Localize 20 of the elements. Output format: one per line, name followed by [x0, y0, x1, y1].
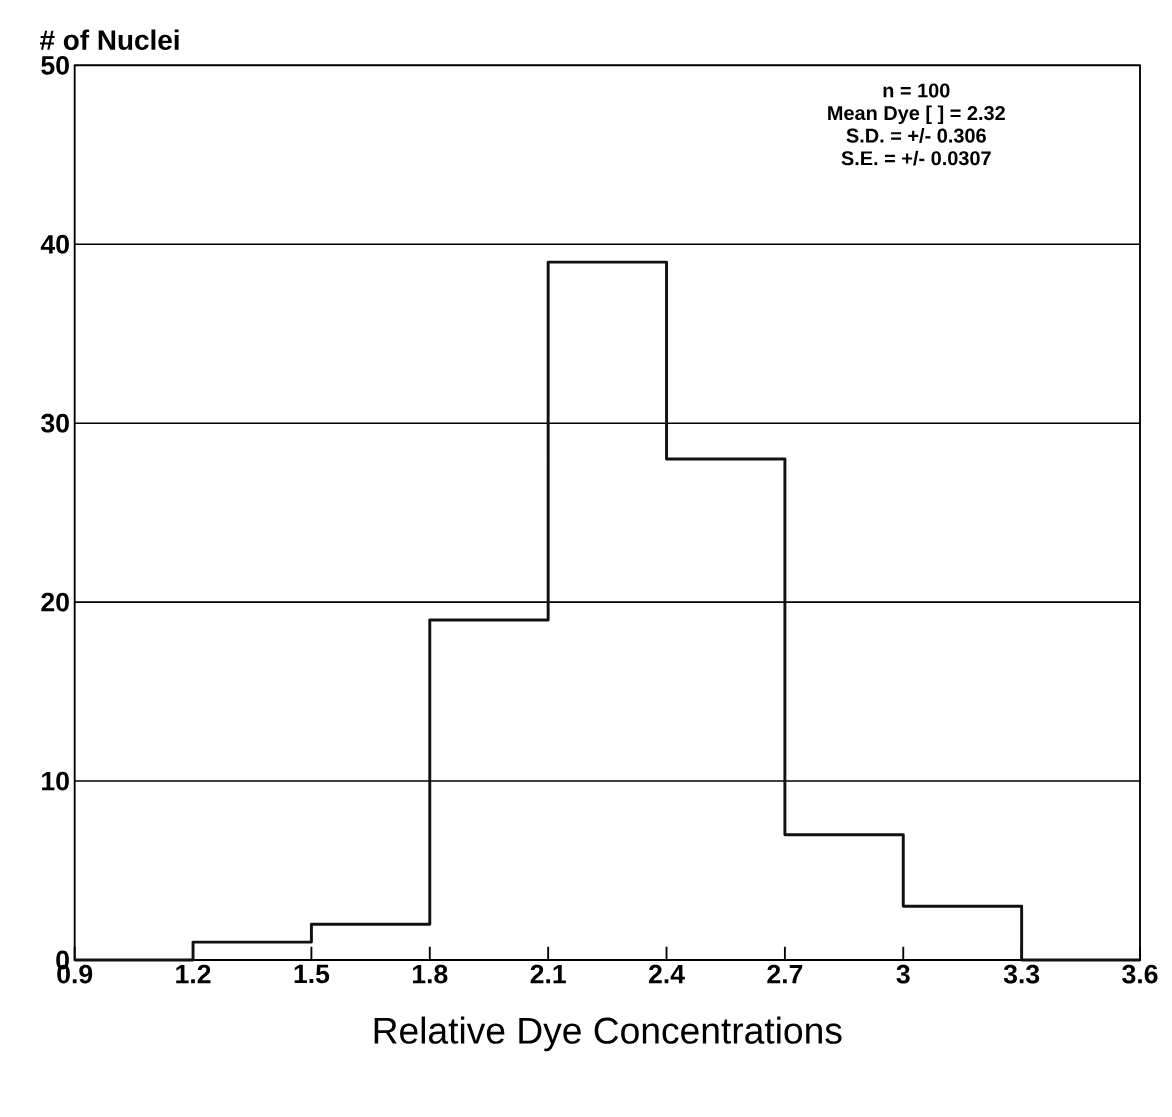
- y-tick-label: 30: [41, 413, 69, 433]
- annotation: S.E. = +/- 0.0307: [841, 150, 991, 166]
- annotation: S.D. = +/- 0.306: [846, 127, 986, 143]
- x-tick-label: 3: [896, 964, 910, 984]
- x-tick-label: 1.8: [412, 964, 448, 984]
- y-tick-label: 40: [40, 234, 69, 254]
- x-tick-label: 1.5: [294, 964, 330, 984]
- y-axis-title: # of Nuclei: [39, 29, 179, 50]
- x-tick-label: 2.1: [530, 964, 566, 984]
- y-tick-label: 50: [41, 55, 69, 75]
- y-tick-label: 10: [42, 771, 69, 791]
- x-tick-label: 1.2: [176, 964, 211, 984]
- y-tick-label: 20: [41, 592, 69, 612]
- x-tick-label: 3.3: [1003, 964, 1040, 984]
- x-tick-label: 2.4: [648, 964, 685, 984]
- annotation: n = 100: [883, 83, 950, 98]
- annotation: Mean Dye [ ] = 2.32: [828, 105, 1005, 124]
- x-tick-label: 2.7: [767, 964, 803, 984]
- x-axis-title: Relative Dye Concentrations: [374, 1016, 842, 1052]
- x-tick-label: 3.6: [1122, 964, 1158, 984]
